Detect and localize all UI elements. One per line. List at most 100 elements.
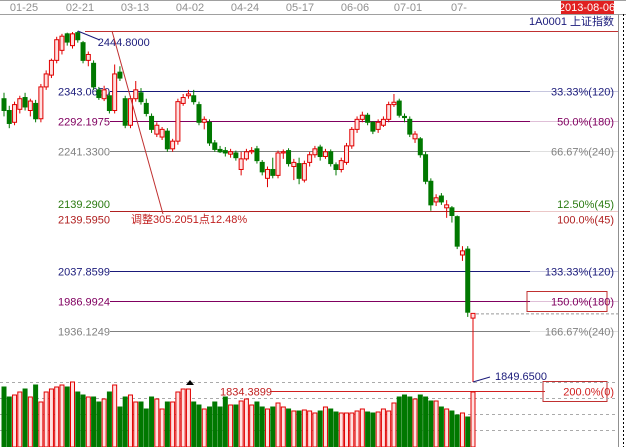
level-price-label: 2292.1975 — [58, 117, 110, 129]
volume-bar — [301, 409, 307, 447]
candle-down — [80, 42, 86, 61]
current-date: 2013-08-06 — [559, 2, 615, 14]
volume-bar — [17, 391, 23, 447]
candle-up — [307, 154, 313, 163]
candle-down — [254, 148, 260, 162]
candle-down — [207, 121, 213, 144]
candle-up — [59, 35, 65, 51]
level-pct-label: 133.33%(120) — [545, 267, 614, 279]
candle-down — [117, 71, 123, 79]
volume-bar — [1, 386, 7, 447]
volume-bar — [259, 406, 265, 447]
volume-bar — [370, 412, 376, 447]
candle-down — [106, 95, 112, 112]
candle-up — [243, 151, 249, 160]
volume-bar — [112, 384, 118, 447]
date-tick: 05-17 — [286, 2, 314, 14]
candle-down — [6, 110, 12, 124]
candle-down — [143, 102, 149, 114]
volume-bar — [428, 400, 434, 447]
candle-down — [149, 115, 155, 130]
candle-down — [286, 150, 292, 165]
volume-bar — [354, 410, 360, 447]
volume-bar — [59, 384, 65, 447]
date-axis: 01-25 02-21 03-13 04-02 04-24 05-17 06-06 07-01… — [0, 0, 626, 15]
volume-bar — [438, 406, 444, 447]
candle-down — [417, 138, 423, 156]
marker-triangle-icon — [186, 380, 194, 385]
candle-up — [185, 93, 191, 97]
volume-bar — [307, 410, 313, 447]
volume-bar — [180, 388, 186, 447]
candle-up — [154, 124, 160, 135]
candle-up — [380, 118, 386, 126]
volume-bars — [0, 380, 618, 447]
volume-bar — [43, 391, 49, 447]
volume-bar — [75, 391, 81, 447]
candle-up — [249, 150, 255, 153]
volume-bar — [264, 408, 270, 447]
volume-bar — [328, 408, 334, 447]
volume-bar — [322, 406, 328, 447]
low-price-label: 1849.6500 — [495, 371, 547, 383]
candle-down — [22, 97, 28, 108]
volume-bar — [296, 410, 302, 447]
volume-bar — [6, 396, 12, 447]
candle-up — [280, 151, 286, 154]
candle-up — [180, 97, 186, 104]
candle-down — [423, 154, 429, 182]
date-tick: 07-01 — [394, 2, 422, 14]
volume-bar — [275, 402, 281, 447]
volume-bar — [386, 410, 392, 447]
candle-up — [444, 204, 450, 209]
adjust-label: 调整305.2051点12.48% — [131, 212, 247, 226]
candle-up — [338, 160, 344, 170]
candle-down — [370, 121, 376, 132]
volume-bar — [396, 396, 402, 447]
current-date-box — [561, 1, 614, 14]
date-tick: 04-24 — [231, 2, 259, 14]
volume-bar — [291, 410, 297, 447]
candle-up — [238, 158, 244, 170]
volume-bar — [191, 401, 197, 447]
volume-bar — [143, 408, 149, 447]
volume-bar — [407, 396, 413, 447]
volume-bar — [286, 408, 292, 447]
level-box — [526, 291, 608, 312]
candle-down — [191, 95, 197, 103]
volume-bar — [280, 406, 286, 447]
volume-bar — [317, 410, 323, 447]
candle-up — [349, 128, 355, 147]
level-price-label: 1936.1249 — [58, 327, 110, 339]
volume-bar — [444, 408, 450, 447]
volume-bar — [391, 402, 397, 447]
candle-down — [164, 130, 170, 150]
level-pct-label: 150.0%(180) — [551, 297, 614, 309]
candle-up — [391, 101, 397, 106]
high-price-label: 2444.8000 — [98, 37, 150, 49]
candle-up — [322, 151, 328, 158]
candle-down — [407, 118, 413, 135]
green-level-label: 2139.2900 — [58, 199, 110, 211]
low-pointer-line — [472, 376, 491, 383]
volume-bar — [138, 401, 144, 447]
candle-up — [159, 128, 165, 138]
volume-bar — [254, 401, 260, 447]
volume-bar — [212, 401, 218, 447]
volume-bar — [459, 412, 465, 447]
candle-down — [401, 115, 407, 119]
volume-bar — [185, 388, 191, 447]
volume-bar — [465, 416, 471, 447]
candle-up — [375, 121, 381, 130]
volume-bar — [85, 396, 91, 447]
volume-bar — [27, 396, 33, 447]
volume-bar — [228, 404, 234, 447]
volume-bar — [470, 391, 476, 447]
candle-down — [465, 248, 471, 313]
volume-bar — [201, 408, 207, 447]
candle-down — [138, 92, 144, 103]
candle-up — [48, 59, 54, 76]
volume-bar — [91, 396, 97, 447]
candle-down — [328, 151, 334, 165]
